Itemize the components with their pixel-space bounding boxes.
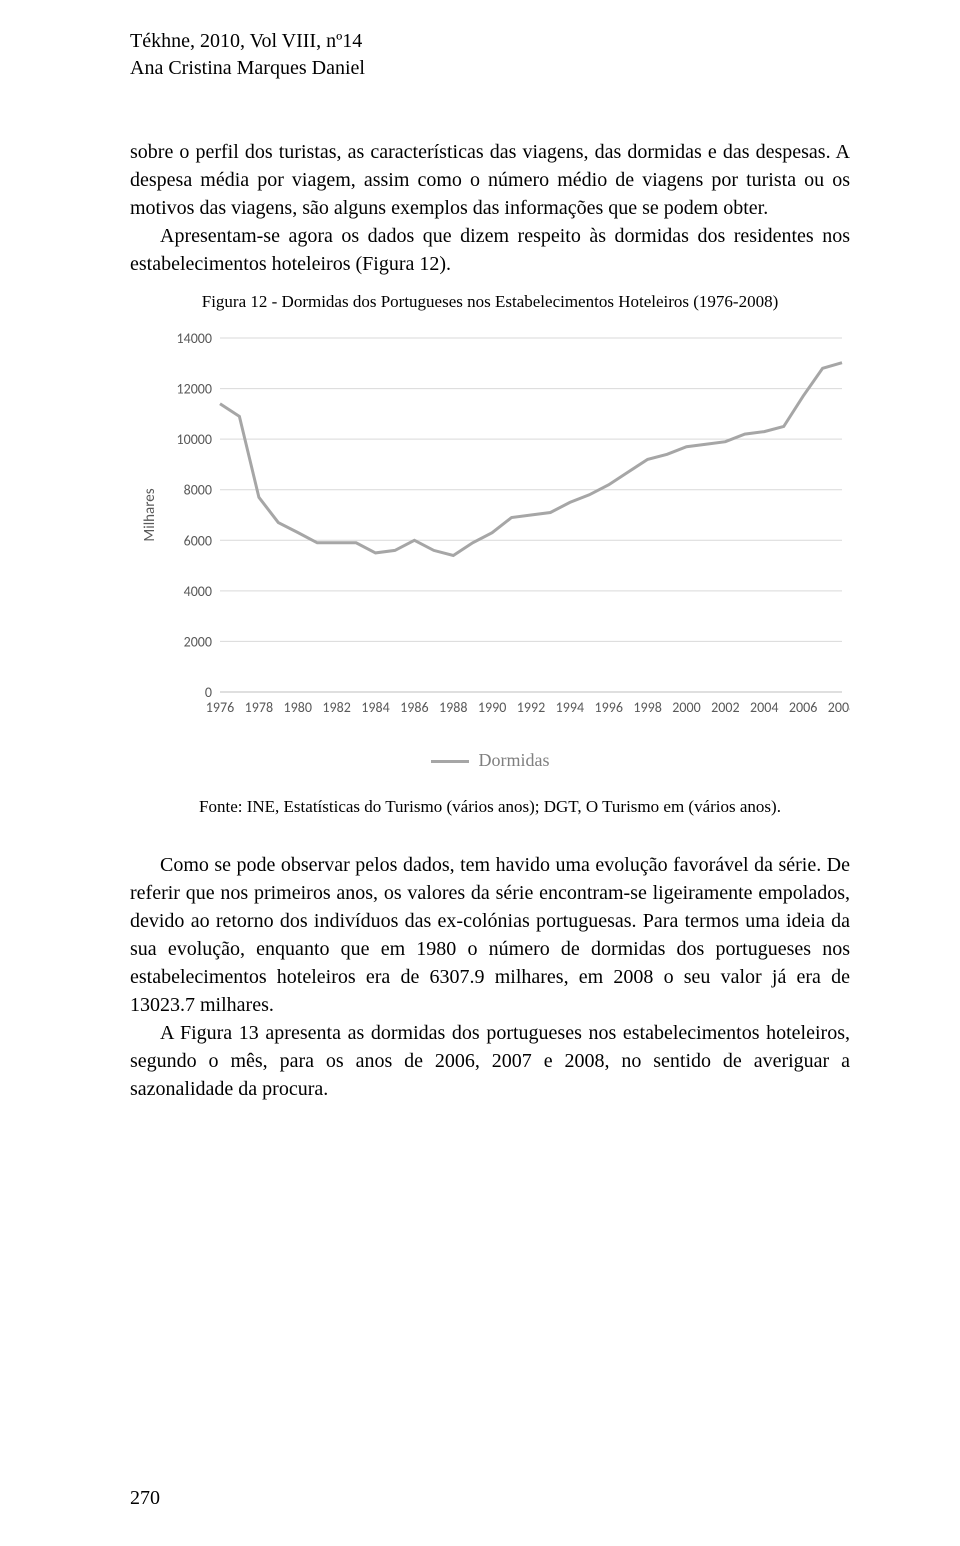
chart-legend: Dormidas: [130, 750, 850, 771]
svg-text:4000: 4000: [184, 583, 212, 600]
line-chart: 0200040006000800010000120001400019761978…: [130, 320, 850, 740]
svg-text:1988: 1988: [439, 699, 467, 716]
svg-text:1986: 1986: [400, 699, 428, 716]
svg-text:2000: 2000: [672, 699, 700, 716]
body-block-1: sobre o perfil dos turistas, as caracter…: [130, 138, 850, 278]
legend-label: Dormidas: [479, 750, 550, 770]
svg-text:10000: 10000: [177, 431, 212, 448]
page-number: 270: [130, 1487, 160, 1510]
paragraph-1: sobre o perfil dos turistas, as caracter…: [130, 138, 850, 222]
svg-text:1978: 1978: [245, 699, 273, 716]
running-header: Tékhne, 2010, Vol VIII, nº14 Ana Cristin…: [130, 28, 850, 82]
svg-text:1998: 1998: [633, 699, 661, 716]
svg-text:2002: 2002: [711, 699, 739, 716]
svg-text:2008: 2008: [828, 699, 850, 716]
chart-container: 0200040006000800010000120001400019761978…: [130, 320, 850, 740]
figure-caption: Figura 12 - Dormidas dos Portugueses nos…: [130, 292, 850, 312]
svg-text:1976: 1976: [206, 699, 234, 716]
svg-text:1984: 1984: [361, 699, 389, 716]
svg-text:2000: 2000: [184, 633, 212, 650]
legend-swatch: [431, 760, 469, 763]
page: Tékhne, 2010, Vol VIII, nº14 Ana Cristin…: [0, 0, 960, 1546]
svg-text:8000: 8000: [184, 482, 212, 499]
svg-text:1980: 1980: [284, 699, 312, 716]
svg-text:1992: 1992: [517, 699, 545, 716]
svg-text:2006: 2006: [789, 699, 817, 716]
svg-text:12000: 12000: [177, 381, 212, 398]
svg-text:1982: 1982: [322, 699, 350, 716]
svg-text:1990: 1990: [478, 699, 506, 716]
svg-text:14000: 14000: [177, 330, 212, 347]
paragraph-4: A Figura 13 apresenta as dormidas dos po…: [130, 1019, 850, 1103]
paragraph-2: Apresentam-se agora os dados que dizem r…: [130, 222, 850, 278]
author-name: Ana Cristina Marques Daniel: [130, 55, 850, 82]
journal-ref: Tékhne, 2010, Vol VIII, nº14: [130, 28, 850, 55]
svg-text:1994: 1994: [556, 699, 584, 716]
svg-text:6000: 6000: [184, 532, 212, 549]
svg-text:1996: 1996: [595, 699, 623, 716]
body-block-2: Como se pode observar pelos dados, tem h…: [130, 851, 850, 1103]
svg-text:2004: 2004: [750, 699, 778, 716]
svg-text:Milhares: Milhares: [141, 488, 159, 541]
paragraph-3: Como se pode observar pelos dados, tem h…: [130, 851, 850, 1019]
figure-source: Fonte: INE, Estatísticas do Turismo (vár…: [130, 797, 850, 817]
